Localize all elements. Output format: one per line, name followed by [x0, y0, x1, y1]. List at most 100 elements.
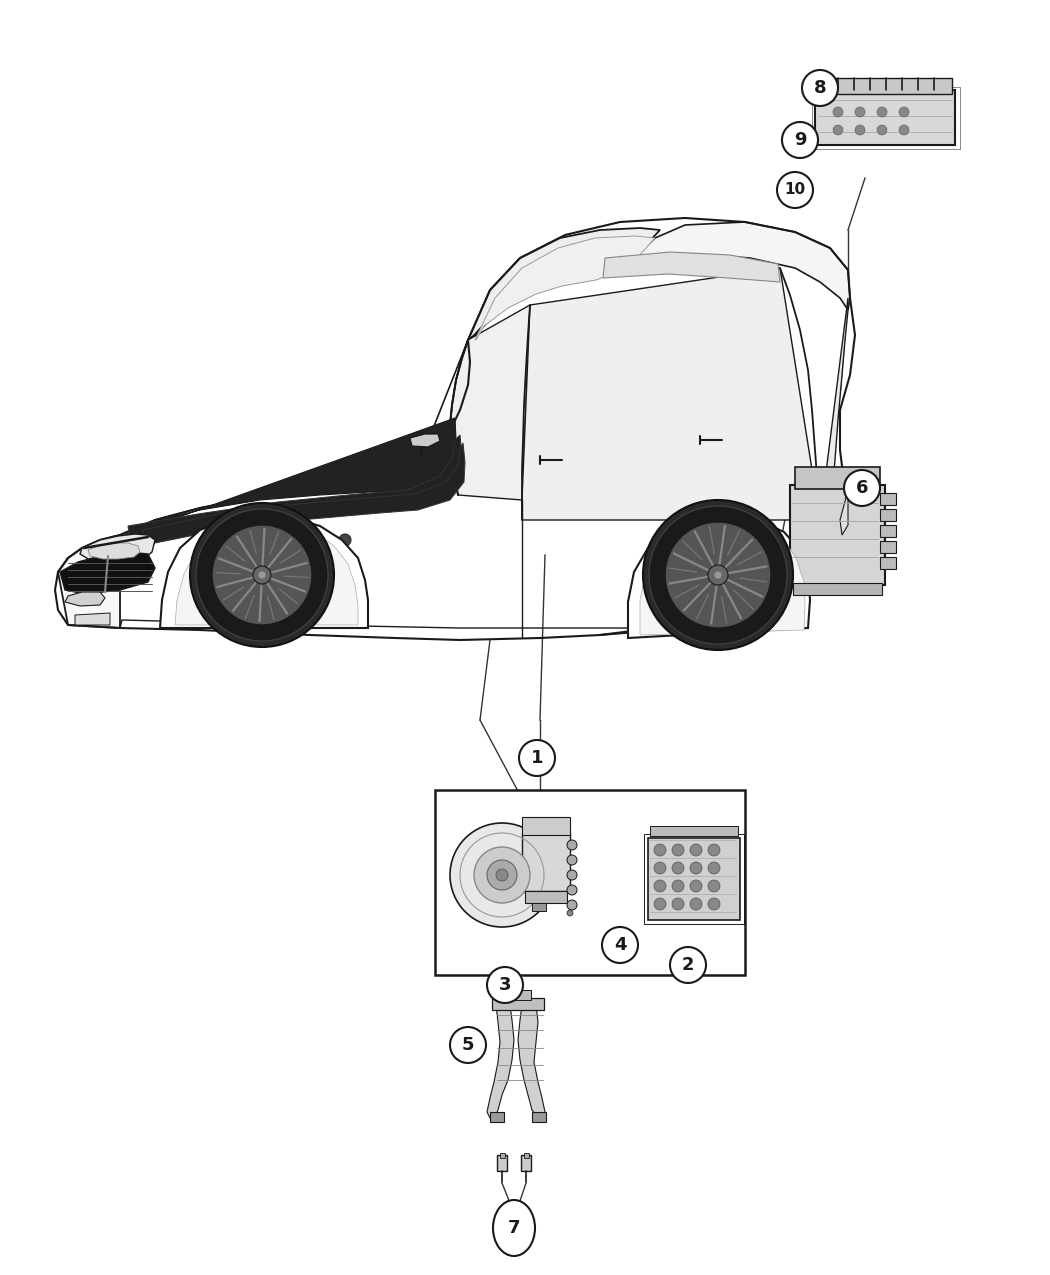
- Polygon shape: [468, 222, 850, 340]
- FancyBboxPatch shape: [795, 467, 880, 490]
- Circle shape: [855, 125, 865, 135]
- Polygon shape: [522, 268, 820, 520]
- FancyBboxPatch shape: [880, 509, 896, 521]
- Circle shape: [654, 898, 666, 910]
- Circle shape: [672, 898, 684, 910]
- Circle shape: [496, 870, 508, 881]
- FancyBboxPatch shape: [435, 790, 746, 975]
- Polygon shape: [116, 418, 456, 541]
- Text: 9: 9: [794, 131, 806, 149]
- Polygon shape: [65, 592, 105, 606]
- Circle shape: [708, 898, 720, 910]
- Circle shape: [649, 506, 788, 644]
- Text: 8: 8: [814, 79, 826, 97]
- Circle shape: [258, 571, 266, 579]
- Circle shape: [654, 844, 666, 856]
- Circle shape: [672, 862, 684, 873]
- Circle shape: [670, 947, 706, 983]
- Circle shape: [450, 822, 554, 927]
- Text: 7: 7: [508, 1219, 520, 1237]
- Circle shape: [672, 880, 684, 892]
- Polygon shape: [475, 236, 655, 340]
- Polygon shape: [58, 536, 120, 629]
- Circle shape: [899, 125, 909, 135]
- Circle shape: [487, 861, 517, 890]
- Polygon shape: [468, 228, 660, 340]
- FancyBboxPatch shape: [818, 78, 952, 94]
- Polygon shape: [820, 298, 848, 520]
- Polygon shape: [603, 252, 780, 282]
- Ellipse shape: [494, 1200, 536, 1256]
- Circle shape: [777, 172, 813, 208]
- Polygon shape: [518, 1005, 545, 1118]
- FancyBboxPatch shape: [648, 838, 740, 921]
- Circle shape: [253, 566, 271, 584]
- Polygon shape: [640, 520, 805, 635]
- Circle shape: [602, 927, 638, 963]
- Text: 10: 10: [784, 182, 805, 198]
- FancyBboxPatch shape: [880, 541, 896, 553]
- Circle shape: [690, 862, 702, 873]
- Polygon shape: [128, 435, 462, 542]
- Circle shape: [672, 844, 684, 856]
- Text: 3: 3: [499, 975, 511, 994]
- Circle shape: [665, 521, 771, 629]
- Circle shape: [339, 534, 351, 546]
- Circle shape: [714, 571, 722, 579]
- Circle shape: [567, 870, 578, 880]
- Polygon shape: [840, 490, 848, 536]
- Circle shape: [708, 880, 720, 892]
- Circle shape: [833, 125, 843, 135]
- Polygon shape: [75, 613, 110, 625]
- Circle shape: [690, 898, 702, 910]
- Polygon shape: [160, 516, 368, 629]
- Circle shape: [190, 504, 334, 646]
- Text: 2: 2: [681, 956, 694, 974]
- FancyBboxPatch shape: [522, 817, 570, 835]
- Circle shape: [844, 470, 880, 506]
- Polygon shape: [175, 521, 358, 625]
- FancyBboxPatch shape: [525, 891, 567, 903]
- Circle shape: [450, 1026, 486, 1063]
- Circle shape: [519, 740, 555, 776]
- FancyBboxPatch shape: [521, 1155, 531, 1170]
- FancyBboxPatch shape: [880, 525, 896, 537]
- FancyBboxPatch shape: [492, 998, 544, 1010]
- Circle shape: [855, 107, 865, 117]
- Circle shape: [643, 500, 793, 650]
- Circle shape: [782, 122, 818, 158]
- Polygon shape: [80, 534, 155, 564]
- Circle shape: [877, 107, 887, 117]
- FancyBboxPatch shape: [880, 557, 896, 569]
- Circle shape: [567, 900, 578, 910]
- Polygon shape: [88, 543, 140, 558]
- FancyBboxPatch shape: [500, 1153, 505, 1158]
- FancyBboxPatch shape: [522, 833, 570, 891]
- FancyBboxPatch shape: [497, 1155, 507, 1170]
- Polygon shape: [60, 552, 155, 594]
- Circle shape: [899, 107, 909, 117]
- Text: 6: 6: [856, 479, 868, 497]
- Circle shape: [690, 844, 702, 856]
- Circle shape: [802, 70, 838, 106]
- FancyBboxPatch shape: [505, 989, 531, 1000]
- Circle shape: [654, 862, 666, 873]
- FancyBboxPatch shape: [880, 493, 896, 505]
- FancyBboxPatch shape: [532, 903, 546, 912]
- Circle shape: [567, 840, 578, 850]
- Circle shape: [708, 844, 720, 856]
- FancyBboxPatch shape: [524, 1153, 529, 1158]
- Polygon shape: [410, 434, 440, 448]
- Circle shape: [487, 966, 523, 1003]
- FancyBboxPatch shape: [650, 826, 738, 836]
- FancyBboxPatch shape: [793, 583, 882, 595]
- Circle shape: [474, 847, 530, 903]
- Circle shape: [654, 880, 666, 892]
- Circle shape: [567, 885, 578, 895]
- Text: 5: 5: [462, 1037, 475, 1054]
- Polygon shape: [143, 442, 465, 544]
- Circle shape: [708, 565, 728, 585]
- Circle shape: [708, 862, 720, 873]
- Text: 1: 1: [530, 748, 543, 768]
- Circle shape: [291, 544, 299, 552]
